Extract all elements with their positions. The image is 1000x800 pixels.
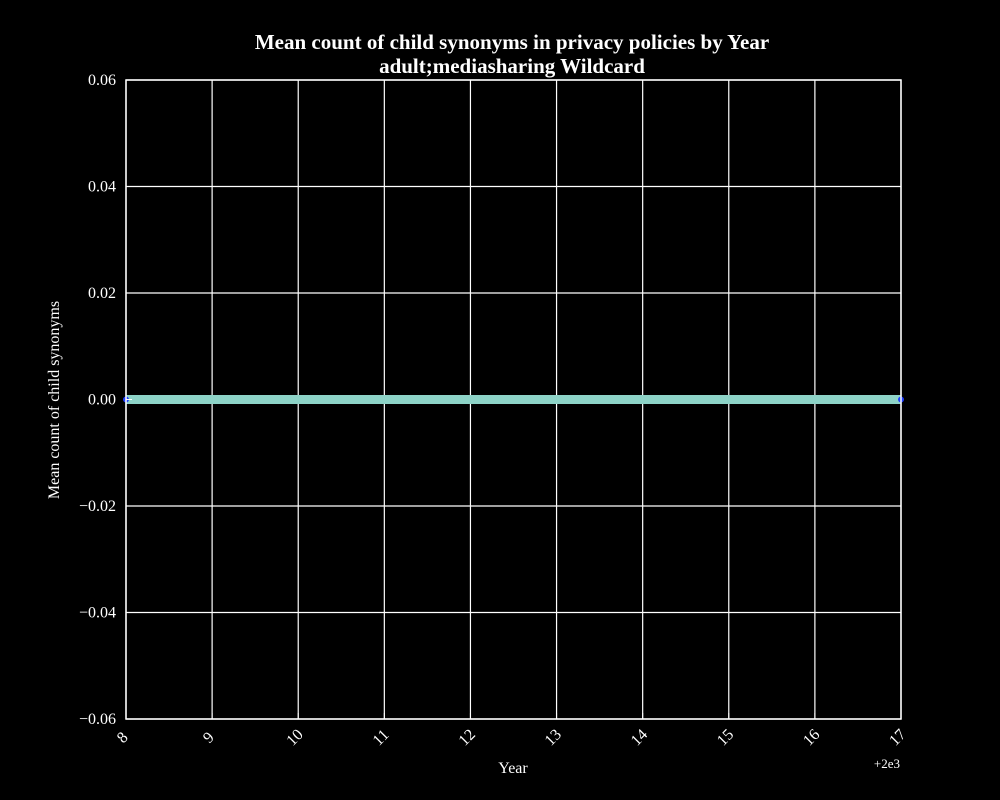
x-axis-label: Year — [498, 760, 528, 777]
chart-subtitle: adult;mediasharing Wildcard — [379, 54, 645, 78]
x-axis-offset-label: +2e3 — [874, 756, 900, 771]
y-tick-label: 0.02 — [88, 285, 116, 302]
y-tick-label: −0.04 — [79, 605, 116, 622]
y-tick-label: −0.02 — [79, 498, 116, 515]
y-tick-label: −0.06 — [79, 711, 116, 728]
chart-title: Mean count of child synonyms in privacy … — [255, 30, 769, 54]
series-layer — [123, 395, 904, 404]
y-tick-label: 0.04 — [88, 179, 116, 196]
y-tick-label: 0.00 — [88, 392, 116, 409]
y-axis-label: Mean count of child synonyms — [46, 301, 63, 499]
y-tick-label: 0.06 — [88, 72, 116, 89]
